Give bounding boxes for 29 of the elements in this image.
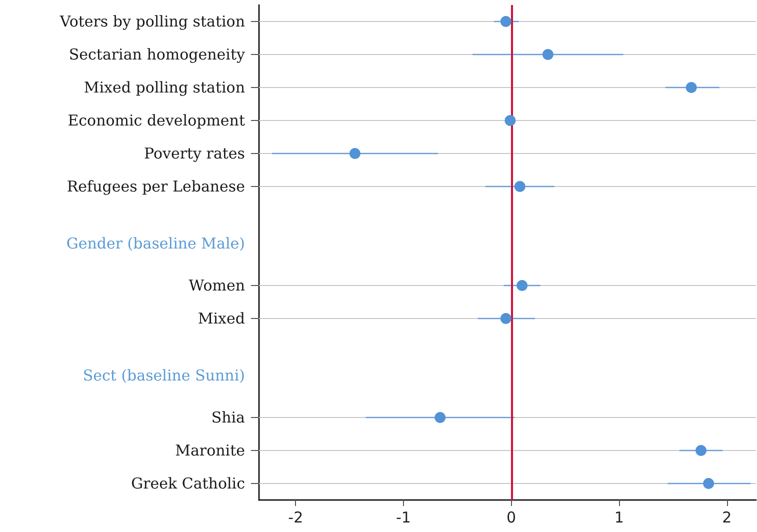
point (500, 16, 512, 27)
y-tick-label: Voters by polling station (58, 12, 246, 30)
point (514, 181, 526, 192)
point (516, 280, 528, 291)
y-tick-label: Greek Catholic (131, 474, 245, 492)
point (703, 478, 714, 489)
y-tick-label: Maronite (175, 442, 246, 460)
y-tick-label: Sect (baseline Sunni) (82, 366, 245, 384)
x-tick-label: 2 (722, 508, 732, 526)
y-tick-label: Shia (211, 408, 246, 426)
point (542, 49, 554, 60)
x-tick-label: -1 (396, 508, 411, 526)
y-tick-label: Refugees per Lebanese (66, 178, 246, 196)
point (696, 445, 707, 456)
point (686, 82, 697, 93)
y-tick-label: Mixed (198, 310, 246, 328)
point (349, 148, 360, 159)
x-tick-label: -2 (288, 508, 304, 526)
x-tick-label: 1 (614, 508, 624, 526)
y-tick-label: Women (188, 276, 246, 294)
y-tick-label: Sectarian homogeneity (68, 46, 246, 64)
y-tick-label: Poverty rates (144, 144, 245, 162)
point (434, 412, 446, 423)
y-tick-label: Gender (baseline Male) (66, 234, 245, 252)
point (500, 313, 512, 324)
y-tick-label: Mixed polling station (84, 78, 246, 96)
x-tick-label: 0 (506, 508, 516, 526)
point (504, 115, 516, 126)
y-tick-label: Economic development (68, 112, 245, 130)
